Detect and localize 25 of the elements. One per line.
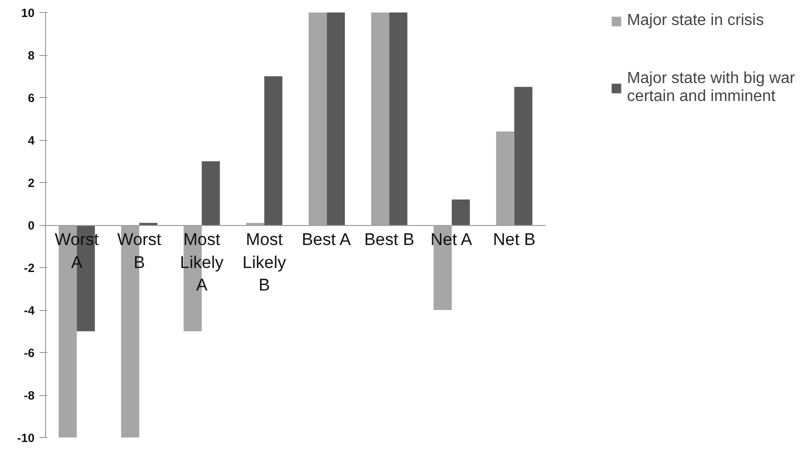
y-tick-label: -4 xyxy=(24,304,35,318)
bar xyxy=(514,86,532,225)
x-tick-label: Best A xyxy=(302,230,352,249)
y-tick-label: 4 xyxy=(28,134,35,148)
y-tick-label: 0 xyxy=(28,218,35,232)
bar xyxy=(452,200,470,225)
x-tick-label: Worst B xyxy=(117,230,162,272)
y-tick-label: 6 xyxy=(28,91,35,105)
y-tick-label: 2 xyxy=(28,176,35,190)
x-tick-label: Most Likely A xyxy=(180,230,224,295)
bar xyxy=(326,12,345,225)
bar xyxy=(389,12,408,225)
x-tick-label: Net B xyxy=(492,230,536,249)
bar xyxy=(202,161,220,225)
legend-label: Major state with big war certain and imminent xyxy=(626,70,795,106)
y-tick-label: -10 xyxy=(17,431,35,445)
y-tick-label: -6 xyxy=(24,346,35,360)
y-tick-label: -8 xyxy=(24,388,35,402)
x-tick-label: Most Likely B xyxy=(242,230,286,295)
bar xyxy=(264,76,282,225)
legend-label: Major state in crisis xyxy=(626,12,764,30)
x-tick-label: Best B xyxy=(364,230,414,249)
y-tick-label: 10 xyxy=(21,6,35,20)
y-tick-label: -2 xyxy=(24,261,35,275)
y-tick-label: 8 xyxy=(28,48,35,62)
